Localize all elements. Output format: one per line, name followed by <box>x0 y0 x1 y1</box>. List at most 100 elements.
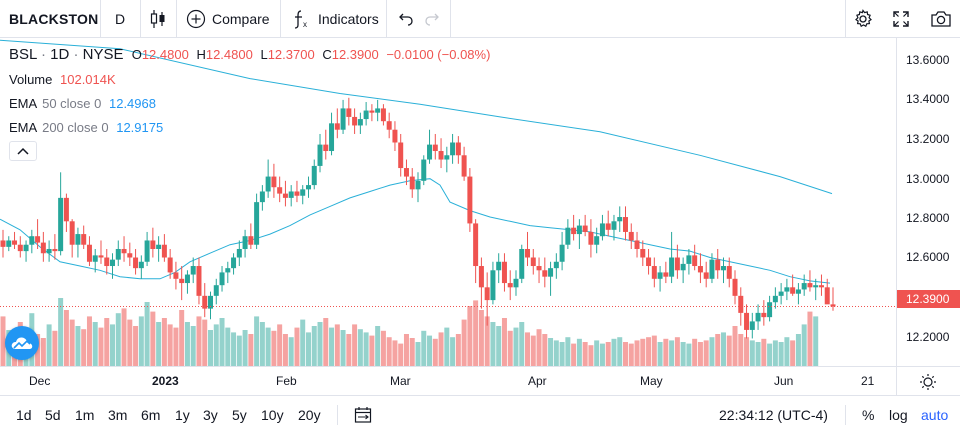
time-axis[interactable]: Dec 2023 Feb Mar Apr May Jun 21 <box>0 366 960 396</box>
volume-bar <box>150 311 156 366</box>
volume-bar <box>35 334 41 366</box>
legend-open: 12.4800 <box>141 47 189 62</box>
candle-body <box>496 261 502 271</box>
price-axis[interactable]: 13.6000 13.4000 13.2000 13.0000 12.8000 … <box>896 38 960 366</box>
range-10y[interactable]: 10y <box>261 407 284 423</box>
volume-bar <box>501 318 507 366</box>
range-5y[interactable]: 5y <box>232 407 247 423</box>
range-5d[interactable]: 5d <box>45 407 61 423</box>
range-1d[interactable]: 1d <box>16 407 32 423</box>
candle-body <box>305 185 311 190</box>
candle-body <box>444 155 450 160</box>
candle-body <box>669 257 675 277</box>
ema50-legend[interactable]: EMA 50 close 0 12.4968 <box>9 96 156 111</box>
candle-body <box>248 236 254 245</box>
settings-button[interactable] <box>849 0 877 38</box>
range-20y[interactable]: 20y <box>298 407 321 423</box>
candle-body <box>790 287 796 294</box>
range-1y[interactable]: 1y <box>175 407 190 423</box>
volume-bar <box>133 326 139 366</box>
candle-body <box>605 223 611 230</box>
range-3y[interactable]: 3y <box>203 407 218 423</box>
auto-toggle[interactable]: auto <box>921 407 949 423</box>
candle-body <box>265 176 271 192</box>
time-tick: Apr <box>528 374 547 388</box>
legend-ticker: BSL <box>9 46 37 63</box>
candle-body <box>738 295 744 313</box>
indicators-button[interactable]: x Indicators <box>280 0 386 38</box>
compare-button[interactable]: Compare <box>176 0 280 38</box>
candle-body <box>778 291 784 296</box>
volume-legend-label: Volume <box>9 72 53 87</box>
log-toggle[interactable]: log <box>889 407 908 423</box>
candle-body <box>478 266 484 288</box>
range-1m[interactable]: 1m <box>75 407 95 423</box>
candle-body <box>461 155 467 177</box>
redo-button[interactable] <box>418 0 448 38</box>
candle-body <box>12 240 18 245</box>
percent-toggle[interactable]: % <box>862 407 875 423</box>
candle-body <box>52 248 58 252</box>
candle-body <box>352 116 358 126</box>
range-6m[interactable]: 6m <box>141 407 161 423</box>
volume-bar <box>421 330 427 366</box>
ema200-legend[interactable]: EMA 200 close 0 12.9175 <box>9 120 163 135</box>
candle-body <box>565 227 571 245</box>
candle-body <box>46 248 52 254</box>
candle-body <box>242 236 248 249</box>
volume-bar <box>784 337 790 366</box>
volume-bar <box>138 316 144 366</box>
volume-bar <box>58 298 64 366</box>
undo-button[interactable] <box>390 0 420 38</box>
price-chart[interactable] <box>0 38 896 366</box>
volume-bar <box>340 330 346 366</box>
volume-bar <box>697 342 703 366</box>
chart-pane[interactable]: BSL · 1D · NYSE O12.4800 H12.4800 L12.37… <box>0 38 960 366</box>
candle-body <box>755 312 761 322</box>
interval-button[interactable]: D <box>100 0 140 38</box>
candle-body <box>208 295 213 309</box>
candle-body <box>104 257 110 267</box>
volume-bar <box>749 340 755 366</box>
volume-bar <box>623 342 628 366</box>
candle-body <box>375 108 381 113</box>
volume-bar <box>634 340 640 366</box>
candle-body <box>380 108 386 122</box>
volume-bar <box>484 316 490 366</box>
candle-body <box>726 266 732 279</box>
volume-bar <box>432 338 438 366</box>
volume-bar <box>588 345 594 366</box>
axis-corner-divider <box>896 367 897 396</box>
volume-bar <box>311 326 317 366</box>
axis-settings-button[interactable] <box>919 373 937 396</box>
clock[interactable]: 22:34:12 (UTC-4) <box>719 407 828 423</box>
fullscreen-button[interactable] <box>887 0 915 38</box>
collapse-legend-button[interactable] <box>9 141 37 161</box>
candle-body <box>513 278 519 288</box>
candle-body <box>121 248 127 254</box>
candle-body <box>634 240 640 249</box>
legend-interval: 1D <box>50 46 70 63</box>
volume-bar <box>196 316 202 366</box>
volume-bar <box>772 340 778 366</box>
candle-body <box>450 142 456 156</box>
volume-bar <box>519 322 525 366</box>
volume-bar <box>571 343 577 366</box>
fx-icon: x <box>294 10 307 29</box>
volume-bar <box>478 310 484 366</box>
chart-type-button[interactable] <box>140 0 176 38</box>
volume-bar <box>409 338 415 366</box>
date-range-button[interactable] <box>354 406 372 429</box>
range-3m[interactable]: 3m <box>108 407 128 423</box>
tradingview-logo[interactable] <box>5 326 39 360</box>
ema50-legend-label: EMA <box>9 96 37 111</box>
volume-legend[interactable]: Volume 102.014K <box>9 72 116 87</box>
volume-bar <box>640 338 646 366</box>
screenshot-button[interactable] <box>926 0 956 38</box>
time-tick: Mar <box>390 374 411 388</box>
ema50-line <box>0 178 831 284</box>
volume-bar <box>548 338 554 366</box>
symbol-search[interactable]: BLACKSTON <box>9 11 99 27</box>
candle-body <box>231 257 237 269</box>
candle-body <box>628 231 634 241</box>
